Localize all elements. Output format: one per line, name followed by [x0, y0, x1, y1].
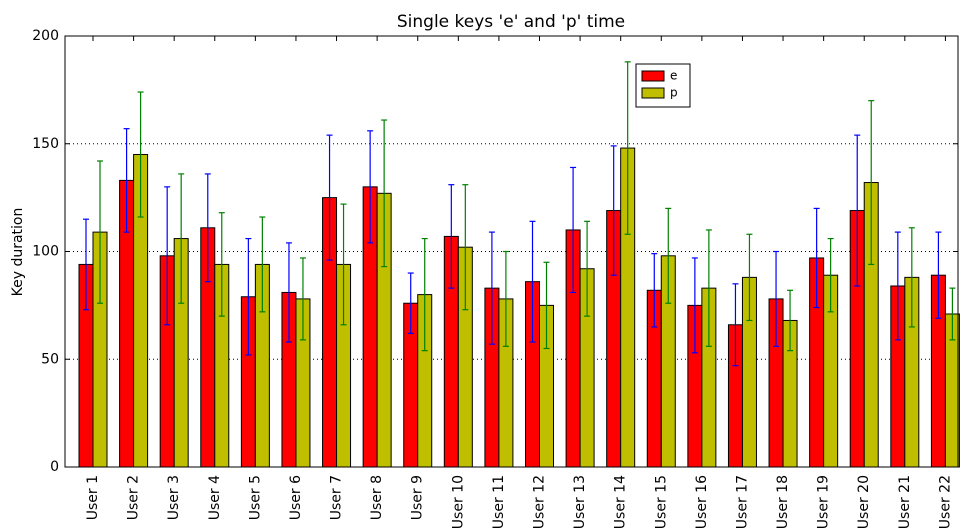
y-tick-label: 50: [41, 351, 59, 367]
x-tick-label: User 19: [816, 475, 832, 529]
legend-swatch: [641, 70, 665, 82]
x-tick-label: User 11: [491, 475, 507, 529]
x-tick-label: User 14: [613, 475, 629, 529]
x-tick-label: User 16: [694, 475, 710, 529]
y-tick-label: 200: [32, 28, 59, 44]
x-tick-label: User 15: [653, 475, 669, 529]
legend-label: e: [670, 69, 677, 83]
x-tick-label: User 1: [85, 475, 101, 520]
x-tick-label: User 12: [532, 475, 548, 529]
x-tick-label: User 21: [897, 475, 913, 529]
x-tick-label: User 7: [329, 475, 345, 520]
x-tick-label: User 4: [207, 475, 223, 520]
x-tick-label: User 8: [369, 475, 385, 520]
x-tick-label: User 18: [775, 475, 791, 529]
x-tick-label: User 5: [247, 475, 263, 520]
y-tick-label: 0: [50, 459, 59, 475]
x-tick-label: User 3: [166, 475, 182, 520]
legend-swatch: [641, 87, 665, 99]
x-tick-label: User 6: [288, 475, 304, 520]
x-tick-label: User 9: [410, 475, 426, 520]
x-tick-label: User 17: [734, 475, 750, 529]
legend-label: p: [670, 86, 678, 100]
y-tick-label: 150: [32, 136, 59, 152]
x-tick-label: User 2: [126, 475, 142, 520]
y-tick-label: 100: [32, 244, 59, 260]
y-axis-label: Key duration: [10, 208, 26, 297]
x-tick-label: User 20: [856, 475, 872, 529]
x-tick-label: User 22: [937, 475, 953, 529]
x-tick-label: User 10: [450, 475, 466, 529]
plot-frame: [64, 35, 959, 468]
chart-title: Single keys 'e' and 'p' time: [397, 12, 625, 32]
legend-box: [635, 63, 691, 108]
x-tick-label: User 13: [572, 475, 588, 529]
